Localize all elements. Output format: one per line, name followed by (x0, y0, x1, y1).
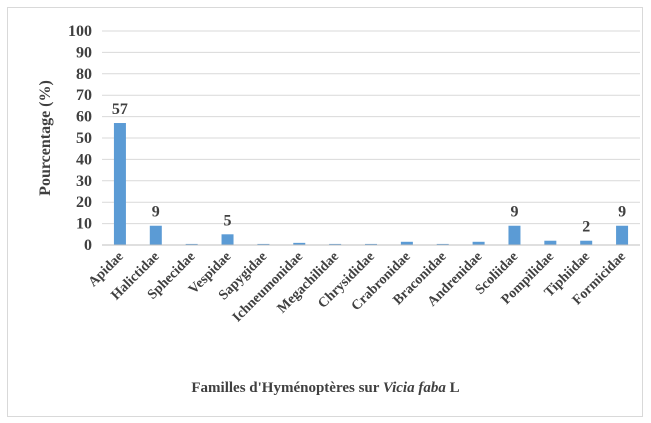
data-label: 9 (152, 204, 160, 221)
bar-ichneumonidae (293, 242, 306, 245)
chart-frame (7, 7, 643, 417)
x-axis-ticks: ApidaeHalictidaeSphecidaeVespidaeSapygid… (86, 249, 629, 325)
data-label: 2 (582, 219, 590, 236)
gridlines (102, 30, 640, 225)
x-axis-label: Familles d'Hyménoptères sur Vicia faba L (0, 380, 651, 397)
x-axis-label-prefix: Familles d'Hyménoptères sur (191, 380, 383, 396)
bar-halictidae (149, 225, 162, 245)
bar-sphecidae (185, 243, 198, 245)
y-tick-label: 40 (76, 151, 92, 168)
y-tick-label: 30 (76, 173, 92, 190)
data-label: 57 (112, 101, 128, 118)
bar-megachilidae (329, 243, 342, 245)
x-axis-label-species: Vicia faba (382, 380, 446, 396)
bars (113, 123, 629, 245)
bar-scoliidae (508, 225, 521, 245)
bar-formicidae (616, 225, 629, 245)
y-tick-label: 100 (68, 23, 92, 40)
y-axis-ticks: 0 10 20 30 40 50 60 70 80 90 100 (68, 23, 92, 254)
data-label: 9 (510, 204, 518, 221)
bar-crabronidae (400, 241, 413, 245)
y-tick-label: 10 (76, 216, 92, 233)
y-axis-label: Pourcentage (%) (37, 80, 54, 196)
y-tick-label: 50 (76, 130, 92, 147)
y-tick-label: 90 (76, 44, 92, 61)
bar-pompilidae (544, 240, 557, 245)
y-tick-label: 0 (84, 237, 92, 254)
y-tick-label: 20 (76, 194, 92, 211)
bar-andrenidae (472, 241, 485, 245)
data-labels: 57 9 5 9 2 9 (112, 101, 626, 236)
bar-braconidae (436, 243, 449, 245)
y-tick-label: 80 (76, 66, 92, 83)
bar-vespidae (221, 234, 234, 245)
bar-sapygidae (257, 243, 270, 245)
y-tick-label: 70 (76, 87, 92, 104)
bar-chrysididae (365, 243, 377, 245)
bar-tiphiidae (580, 240, 593, 245)
data-label: 5 (224, 212, 232, 229)
bar-apidae (113, 123, 126, 245)
y-tick-label: 60 (76, 109, 92, 126)
x-axis-label-suffix: L (445, 380, 460, 396)
data-label: 9 (618, 204, 626, 221)
